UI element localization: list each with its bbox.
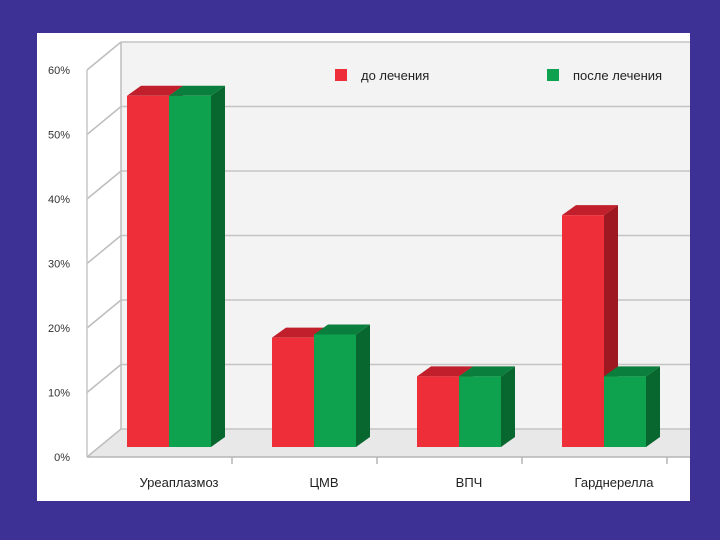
y-tick-label: 50% xyxy=(48,130,70,142)
bar-top xyxy=(417,366,473,377)
bar-top xyxy=(459,366,515,377)
bar xyxy=(314,334,356,447)
bar-top xyxy=(604,366,660,377)
bar xyxy=(604,376,646,447)
legend-label-before: до лечения xyxy=(361,68,429,83)
y-tick-label: 10% xyxy=(48,388,70,400)
gridline-diagonal xyxy=(86,170,122,200)
gridline-diagonal xyxy=(86,363,122,394)
legend: до лечения после лечения xyxy=(335,68,662,83)
y-tick-label: 0% xyxy=(54,452,70,464)
bar xyxy=(272,337,314,447)
x-tick-label: Гарднерелла xyxy=(575,475,655,490)
gridline-diagonal xyxy=(86,299,122,329)
legend-swatch-after xyxy=(547,69,559,81)
bar-top xyxy=(562,205,618,216)
bar-chart: 0% 10% 20% 30% 40% 50% 60% Уреаплазмоз ЦМВ ВПЧ Гар… xyxy=(48,41,690,490)
bars-layer xyxy=(127,85,660,448)
gridline-diagonal xyxy=(86,428,122,458)
bar-top xyxy=(127,85,183,96)
bar xyxy=(169,95,211,448)
bar-top xyxy=(169,85,225,96)
y-tick-label: 30% xyxy=(48,259,70,271)
bar xyxy=(127,95,169,448)
bar xyxy=(562,215,604,447)
x-tick-label: Уреаплазмоз xyxy=(139,475,218,490)
y-tick-label: 60% xyxy=(48,65,70,77)
axes-layer: 0% 10% 20% 30% 40% 50% 60% Уреаплазмоз ЦМВ ВПЧ Гар… xyxy=(48,42,690,490)
x-tick-label: ЦМВ xyxy=(309,475,338,490)
floor xyxy=(87,429,690,457)
x-tick-label: ВПЧ xyxy=(456,475,483,490)
bar-side xyxy=(646,366,660,447)
bar-top xyxy=(314,324,370,335)
bar-side xyxy=(501,366,515,447)
bar-side xyxy=(211,85,225,448)
y-tick-label: 20% xyxy=(48,323,70,335)
legend-label-after: после лечения xyxy=(573,68,662,83)
gridline-diagonal xyxy=(86,105,122,136)
gridline-diagonal xyxy=(86,41,122,71)
chart-panel: 0% 10% 20% 30% 40% 50% 60% Уреаплазмоз ЦМВ ВПЧ Гар… xyxy=(37,33,690,501)
gridline-diagonal xyxy=(86,234,122,265)
bar xyxy=(417,376,459,447)
y-tick-label: 40% xyxy=(48,194,70,206)
bar-side xyxy=(356,324,370,447)
bar xyxy=(459,376,501,447)
legend-swatch-before xyxy=(335,69,347,81)
